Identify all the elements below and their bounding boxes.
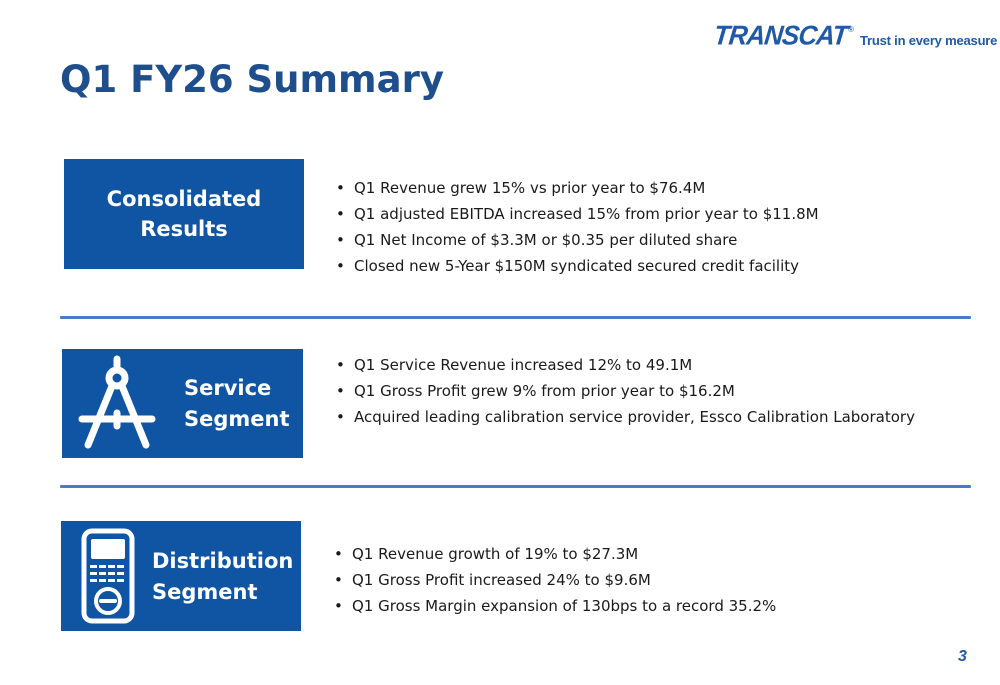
page-number: 3 (958, 648, 967, 665)
bullet-item: Q1 Net Income of $3.3M or $0.35 per dilu… (332, 227, 819, 253)
bullet-item: Q1 Gross Margin expansion of 130bps to a… (330, 593, 776, 619)
logo-wordmark: TRANSCAT (712, 18, 849, 51)
bullet-item: Q1 Revenue grew 15% vs prior year to $76… (332, 175, 819, 201)
consolidated-results-box: Consolidated Results (64, 159, 304, 269)
bullet-item: Acquired leading calibration service pro… (332, 404, 915, 430)
distribution-label-line-2: Segment (152, 580, 258, 604)
bullet-item: Q1 Gross Profit grew 9% from prior year … (332, 378, 915, 404)
distribution-segment-bullets: Q1 Revenue growth of 19% to $27.3M Q1 Gr… (330, 541, 776, 619)
consolidated-results-bullets: Q1 Revenue grew 15% vs prior year to $76… (332, 175, 819, 279)
logo-tagline: Trust in every measure (859, 32, 998, 48)
distribution-label-line-1: Distribution (152, 549, 294, 573)
distribution-segment-box: Distribution Segment (61, 521, 301, 631)
logo-registered-mark: ® (848, 24, 854, 34)
transcat-logo: TRANSCAT ® Trust in every measure (712, 18, 998, 51)
service-label-line-2: Segment (184, 407, 290, 431)
bullet-item: Closed new 5-Year $150M syndicated secur… (332, 253, 819, 279)
bullet-item: Q1 adjusted EBITDA increased 15% from pr… (332, 201, 819, 227)
slide-title: Q1 FY26 Summary (60, 58, 444, 101)
service-label-line-1: Service (184, 376, 272, 400)
handheld-meter-icon (81, 528, 135, 624)
bullet-item: Q1 Service Revenue increased 12% to 49.1… (332, 352, 915, 378)
bullet-item: Q1 Gross Profit increased 24% to $9.6M (330, 567, 776, 593)
drafting-compass-icon (78, 355, 156, 449)
consolidated-label-line-2: Results (140, 217, 228, 241)
section-divider (60, 316, 971, 319)
service-segment-box: Service Segment (62, 349, 303, 458)
section-divider (60, 485, 971, 488)
bullet-item: Q1 Revenue growth of 19% to $27.3M (330, 541, 776, 567)
service-segment-bullets: Q1 Service Revenue increased 12% to 49.1… (332, 352, 915, 430)
consolidated-label-line-1: Consolidated (106, 187, 262, 211)
